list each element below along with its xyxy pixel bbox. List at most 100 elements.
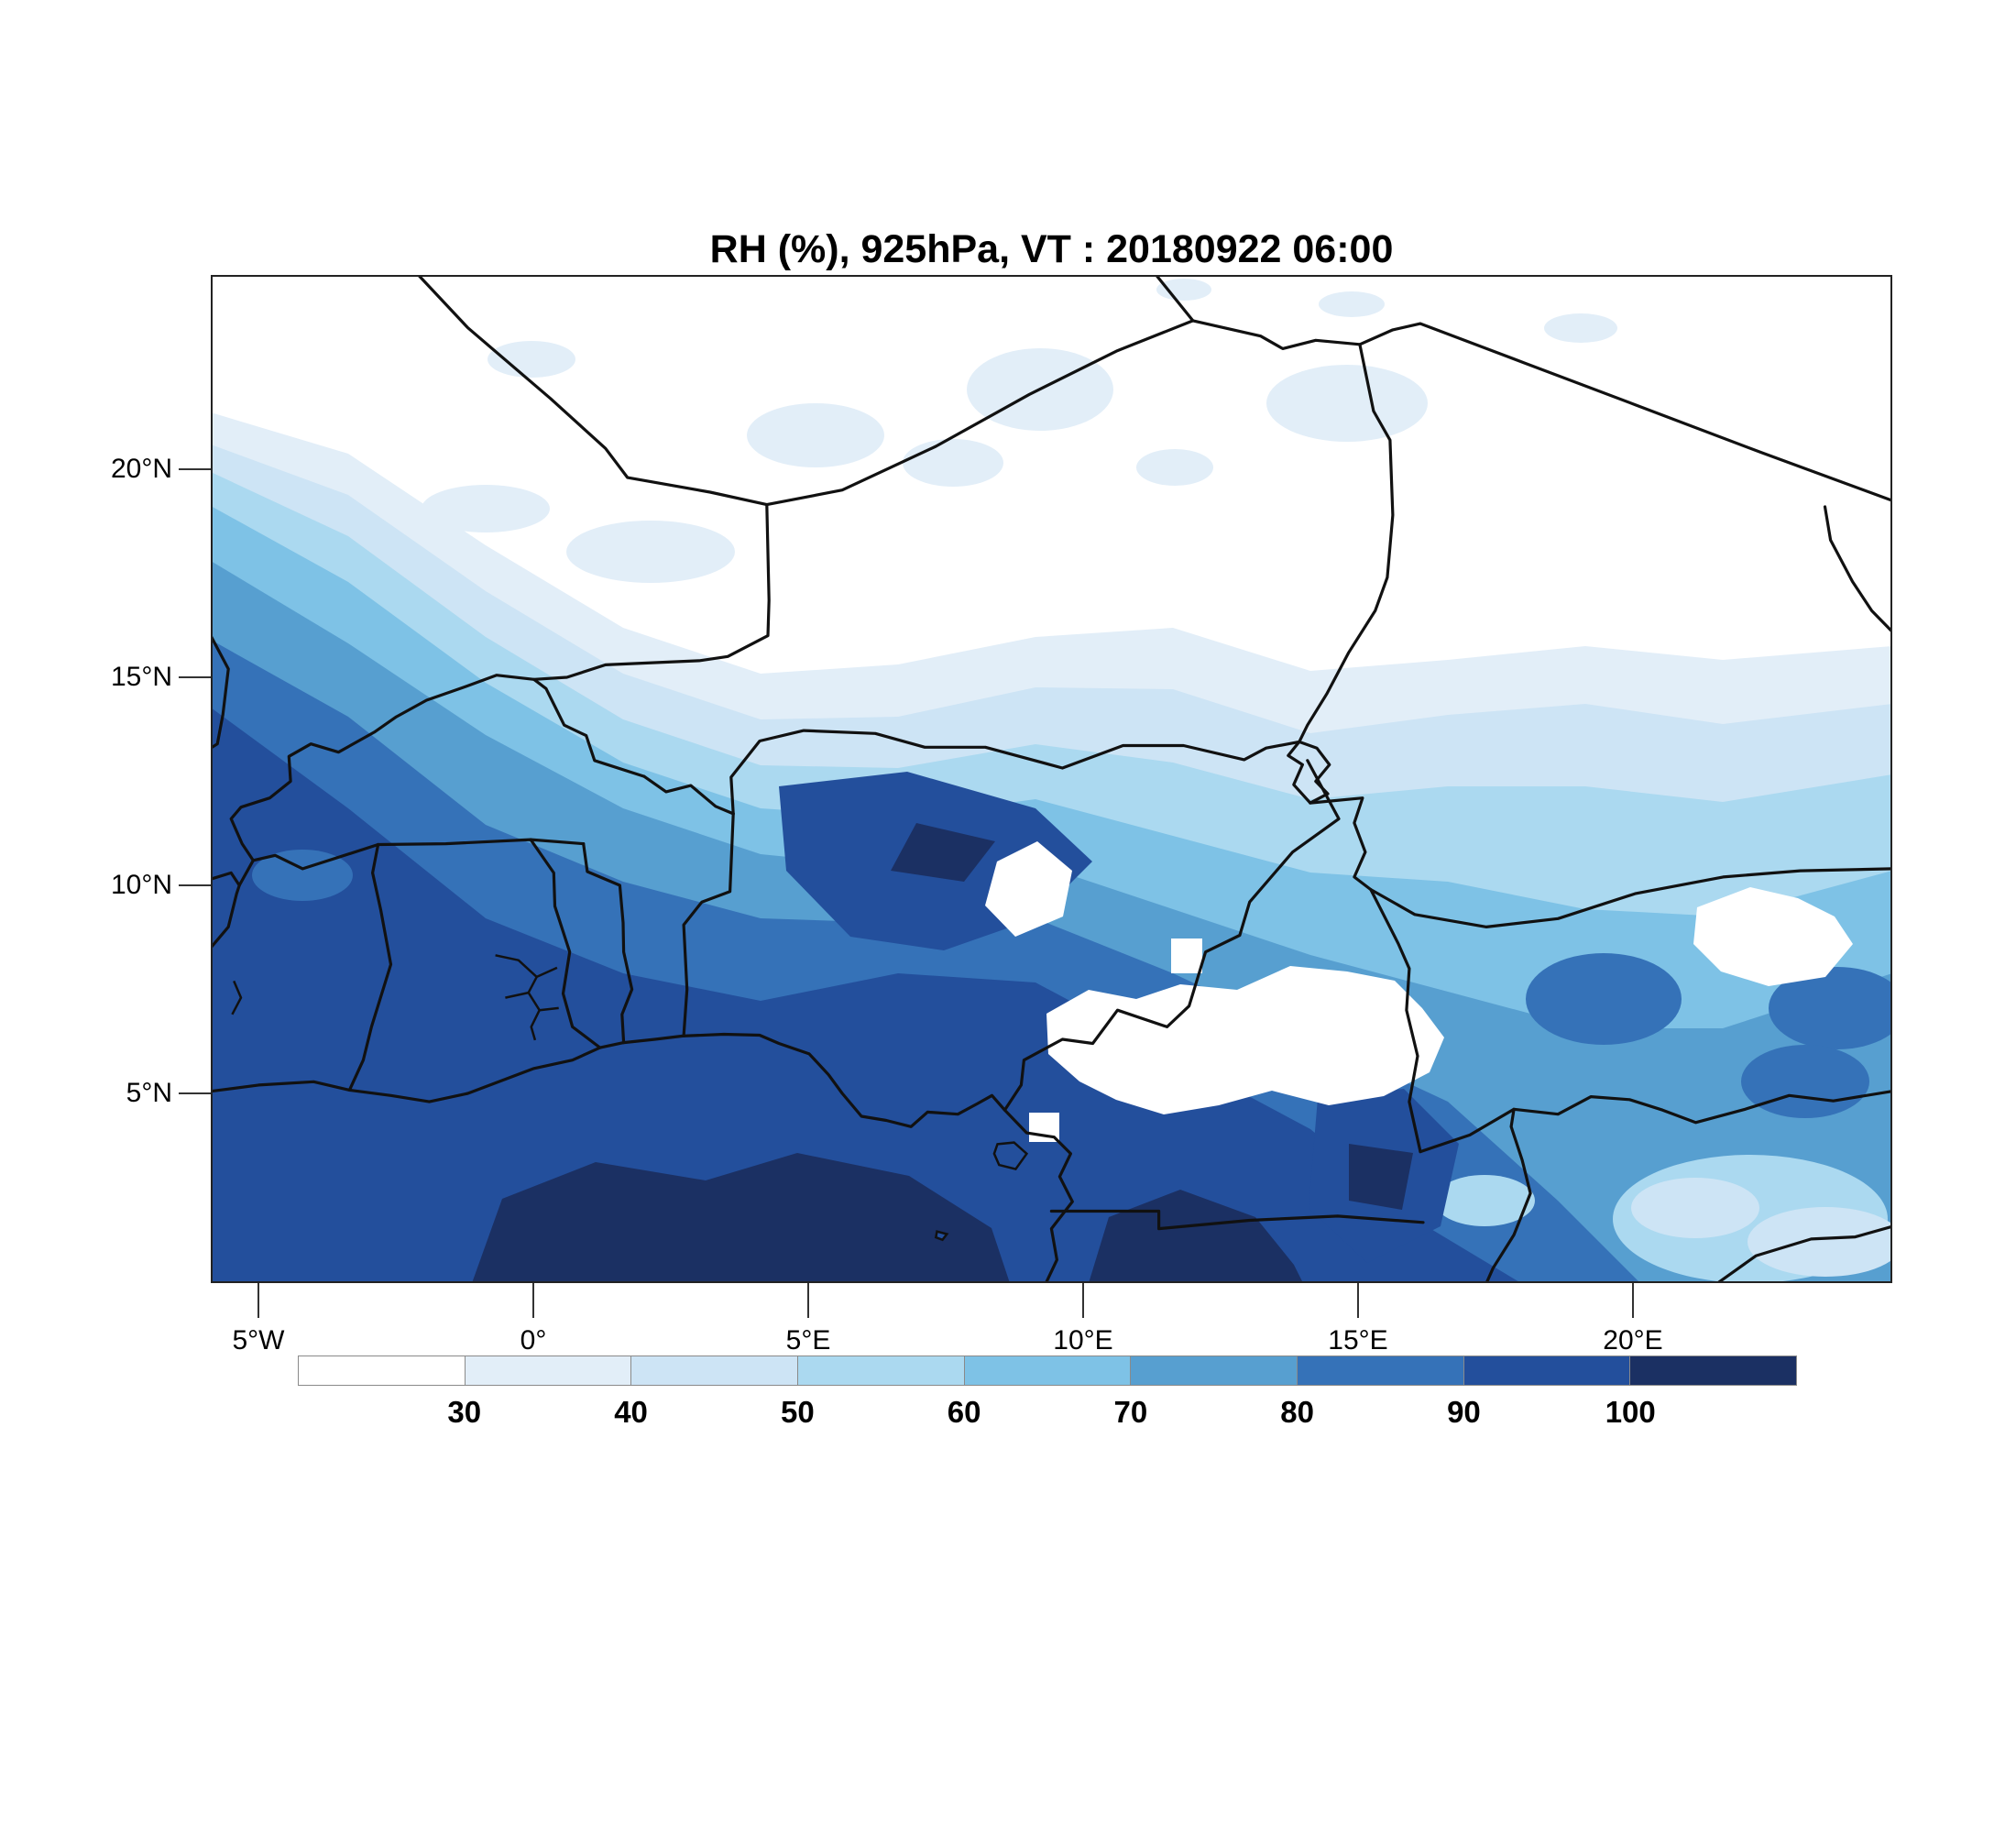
island-outline [992,1141,1029,1171]
lon-tick-mark [532,1283,534,1318]
country-border [1287,740,1331,805]
lon-tick-mark [1632,1283,1634,1318]
lake-outline [539,1006,559,1012]
lon-tick-mark [257,1283,259,1318]
rh-patch [1741,1045,1869,1118]
lat-tick-label: 10°N [110,870,172,900]
country-border [1715,1224,1892,1283]
lat-tick-label: 20°N [110,454,172,484]
rh-contour-map [211,275,1892,1283]
rh-patch [1526,953,1682,1045]
rh-patch [566,521,735,583]
country-border [347,842,393,1092]
rh-patch [1434,1175,1535,1226]
lake-outline [536,966,558,979]
colorbar-segment-1 [464,1356,632,1386]
plot-title: RH (%), 925hPa, VT : 20180922 06:00 [709,227,1394,271]
lat-tick-label: 15°N [110,662,172,692]
map-frame [211,275,1892,1283]
country-border [1298,343,1395,743]
rh-patch [1156,279,1211,301]
country-border [1191,319,1892,502]
rh-patch [1748,1207,1892,1277]
country-border [682,812,735,1037]
rh-patch [1349,1144,1413,1210]
country-border [211,1032,1074,1283]
rh-patch [903,439,1003,487]
colorbar-segment-6 [1297,1356,1464,1386]
lon-tick-mark [1082,1283,1084,1318]
colorbar-label-100: 100 [1605,1395,1656,1429]
country-border [729,729,1301,816]
rh-patch [1631,1178,1759,1238]
colorbar-segment-5 [1130,1356,1298,1386]
lake-outline [231,980,243,1015]
lon-tick-label: 0° [520,1325,547,1356]
rh-patch [488,341,575,378]
rh-patch [1769,967,1892,1049]
rh-patch [747,403,884,467]
colorbar-label-90: 90 [1447,1395,1481,1429]
country-border [532,503,771,681]
country-border [1049,1209,1425,1231]
country-border [1419,1090,1892,1154]
country-border [1309,796,1892,928]
colorbar-segment-0 [298,1356,466,1386]
colorbar-segment-3 [797,1356,965,1386]
country-border [416,275,1195,507]
country-border [229,674,646,871]
colorbar-label-80: 80 [1280,1395,1315,1429]
colorbar-segment-2 [630,1356,799,1386]
masked-area [985,841,1072,937]
lake-outline [505,991,529,999]
colorbar-segment-7 [1463,1356,1631,1386]
country-border [1369,888,1422,1154]
island-outline [934,1230,949,1242]
rh-patch [891,823,995,882]
country-border [582,842,634,1045]
colorbar-segment-4 [963,1356,1132,1386]
country-border [1003,759,1341,1112]
country-border [211,884,241,949]
lon-tick-label: 5°E [785,1325,831,1356]
colorbar [298,1356,1798,1386]
country-border [211,634,230,750]
country-border [211,859,255,887]
rh-patch [422,485,550,532]
colorbar-segment-8 [1629,1356,1798,1386]
rh-patch [1319,291,1385,317]
lat-tick-mark [179,676,211,678]
rh-patch [1544,313,1617,343]
lon-tick-label: 10°E [1053,1325,1113,1356]
rh-patch [252,850,353,901]
colorbar-label-50: 50 [780,1395,815,1429]
lat-tick-mark [179,884,211,886]
country-border [1485,1107,1532,1283]
rh-patch [1089,1190,1303,1283]
lat-tick-mark [179,468,211,470]
colorbar-label-40: 40 [614,1395,648,1429]
colorbar-label-60: 60 [947,1395,981,1429]
lon-tick-mark [807,1283,809,1318]
country-border [529,838,602,1049]
country-border [642,774,735,816]
lat-tick-label: 5°N [126,1078,172,1108]
rh-patch [1136,449,1213,486]
colorbar-label-70: 70 [1113,1395,1148,1429]
masked-area [1046,966,1444,1114]
country-border [377,838,586,847]
masked-area [1693,887,1853,986]
rh-patch [1266,365,1428,442]
rh-band-ge-90 [211,708,1892,1283]
lon-tick-label: 20°E [1603,1325,1663,1356]
rh-patch [472,1153,1010,1283]
masked-area [1171,938,1202,973]
lon-tick-label: 5°W [232,1325,285,1356]
country-border [1155,275,1195,323]
lon-tick-label: 15°E [1328,1325,1388,1356]
lon-tick-mark [1357,1283,1359,1318]
lat-tick-mark [179,1092,211,1094]
colorbar-label-30: 30 [447,1395,482,1429]
country-border [1823,505,1892,633]
